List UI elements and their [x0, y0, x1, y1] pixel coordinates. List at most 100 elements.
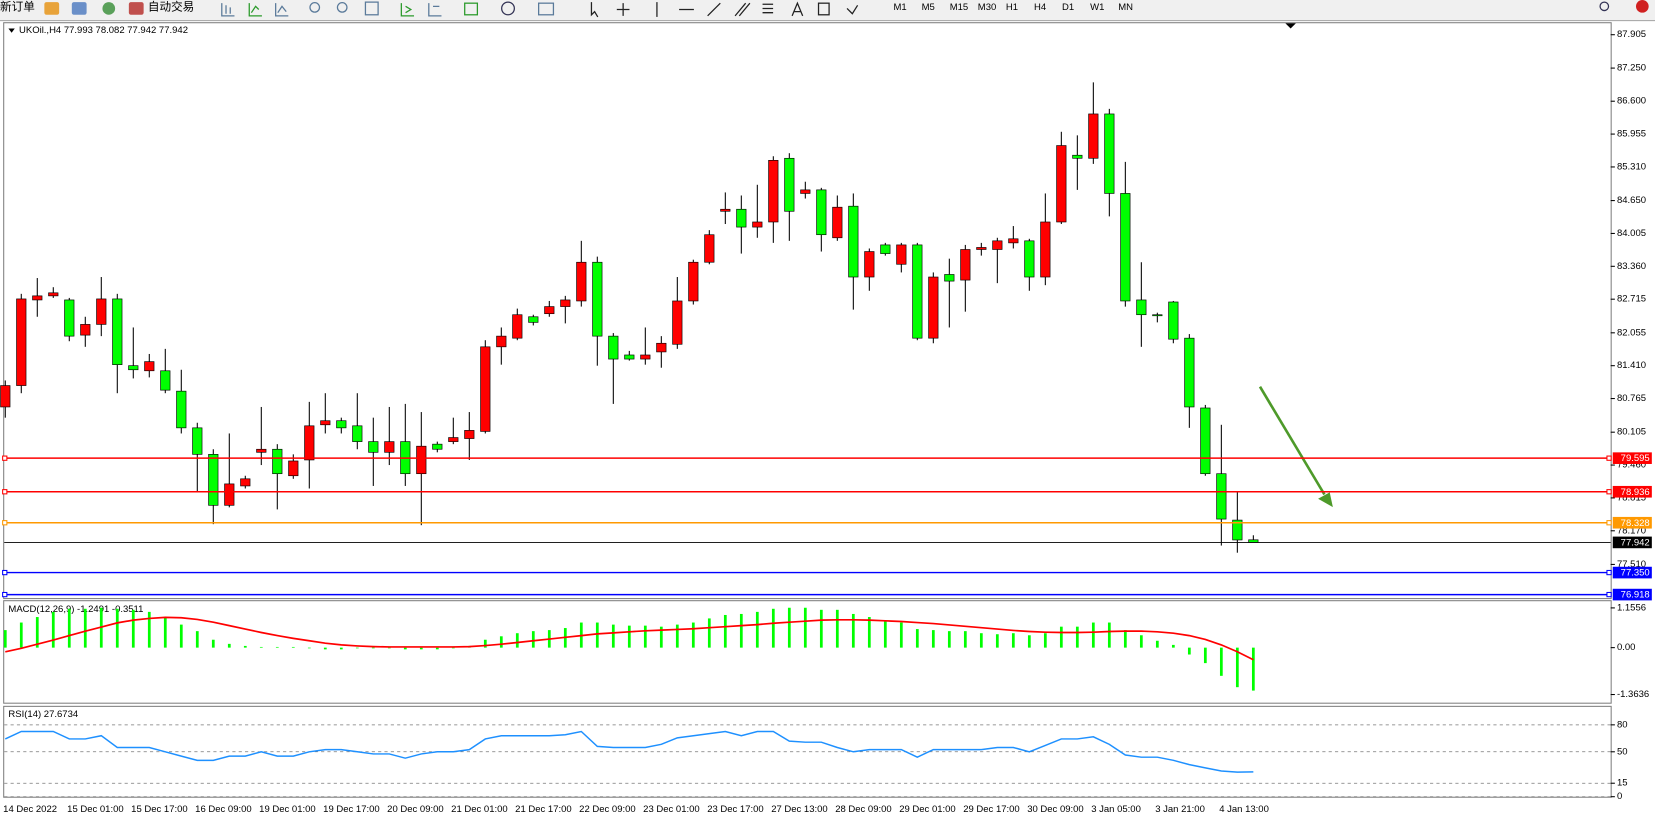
autoscroll[interactable]: [400, 3, 415, 17]
timeframe-button[interactable]: MN: [1118, 2, 1133, 13]
shift[interactable]: [428, 3, 442, 17]
arrow-head: [1318, 492, 1333, 508]
y-tick-label: 78.170: [1617, 525, 1646, 536]
candle-body: [624, 354, 635, 360]
y-tick-label: 81.410: [1617, 360, 1646, 371]
icon[interactable]: [102, 2, 116, 15]
candle-body: [1104, 113, 1115, 194]
line-icon[interactable]: [275, 3, 289, 17]
timeframe-button[interactable]: H1: [1006, 2, 1018, 13]
text-tool[interactable]: [791, 1, 804, 17]
rsi-title: RSI(14) 27.6734: [8, 709, 78, 720]
timeframe-button[interactable]: W1: [1090, 2, 1104, 13]
candle-icon[interactable]: [248, 3, 262, 17]
candle-body: [1200, 407, 1211, 475]
x-tick-label: 22 Dec 09:00: [579, 804, 636, 815]
x-tick-label: 14 Dec 2022: [3, 804, 57, 815]
y-tick-label: 87.905: [1617, 29, 1646, 40]
timeframe-button[interactable]: D1: [1062, 2, 1074, 13]
notification-badge[interactable]: [1635, 0, 1649, 13]
candle-body: [432, 443, 443, 450]
candle-body: [288, 460, 299, 477]
candle-body: [656, 342, 667, 353]
level-label-box: [1612, 536, 1652, 549]
macd-panel: [3, 600, 1612, 704]
timeframe-button[interactable]: M1: [894, 2, 907, 13]
y-tick-label: 82.055: [1617, 327, 1646, 338]
candle-body: [784, 157, 795, 212]
tile[interactable]: [364, 1, 379, 16]
y-tick-label: 15: [1617, 778, 1628, 789]
auto-trading-button[interactable]: 自动交易: [148, 0, 194, 13]
candle-body: [992, 240, 1003, 250]
label-tool[interactable]: [817, 2, 830, 16]
candle-body: [112, 298, 123, 365]
y-tick-label: 84.650: [1617, 195, 1646, 206]
x-tick-label: 19 Dec 01:00: [259, 804, 316, 815]
candle-body: [752, 221, 763, 228]
crosshair[interactable]: [616, 3, 630, 16]
timeframe-button[interactable]: M30: [978, 2, 996, 13]
channel[interactable]: [734, 2, 751, 17]
y-tick-label: 0: [1617, 791, 1622, 802]
x-tick-label: 3 Jan 21:00: [1155, 804, 1205, 815]
auto-trading-icon[interactable]: [128, 2, 144, 15]
y-tick-label: 78.815: [1617, 492, 1646, 503]
cursor[interactable]: [590, 2, 599, 18]
arrow-shaft: [1258, 386, 1326, 496]
candle-body: [768, 160, 779, 223]
chart-tools: [221, 1, 1610, 18]
level-label-box: [1612, 485, 1652, 498]
candle-body: [0, 385, 11, 408]
trendline[interactable]: [707, 2, 721, 17]
icon[interactable]: [71, 2, 87, 15]
candle-body: [1072, 154, 1083, 159]
templates[interactable]: [538, 2, 555, 16]
arrows-tool[interactable]: [846, 4, 859, 15]
candle-body: [672, 300, 683, 345]
level-handle: [2, 591, 8, 598]
candle-body: [384, 441, 395, 453]
candle-body: [96, 298, 107, 325]
icon[interactable]: [44, 2, 60, 15]
candle-body: [864, 251, 875, 278]
annotation-arrow: [1258, 386, 1333, 508]
level-label-box: [1612, 452, 1652, 464]
new-order-button[interactable]: 新订单: [0, 0, 35, 13]
candle-body: [448, 437, 459, 442]
level-label-box: [1612, 588, 1652, 601]
y-tick-label: 80: [1617, 719, 1628, 730]
fibo[interactable]: [762, 3, 774, 14]
y-tick-label: 86.600: [1617, 96, 1646, 107]
level-label: 77.942: [1621, 537, 1650, 548]
candle-body: [1088, 113, 1099, 159]
candle-body: [976, 247, 987, 250]
level-handle: [1606, 569, 1612, 576]
indicators[interactable]: [464, 2, 479, 16]
x-tick-label: 28 Dec 09:00: [835, 804, 892, 815]
shift-marker: [1285, 23, 1296, 29]
y-tick-label: 87.250: [1617, 63, 1646, 74]
candle-body: [912, 244, 923, 339]
periods[interactable]: [501, 1, 515, 16]
x-tick-label: 21 Dec 01:00: [451, 804, 508, 815]
candle-body: [272, 448, 283, 475]
x-tick-label: 19 Dec 17:00: [323, 804, 380, 815]
y-tick-label: 84.005: [1617, 228, 1646, 239]
search[interactable]: [1599, 1, 1610, 12]
zoom-in[interactable]: [309, 2, 321, 13]
timeframe-button[interactable]: M5: [922, 2, 935, 13]
candle-body: [512, 314, 523, 339]
zoom-out[interactable]: [336, 2, 348, 13]
level-handle: [1606, 520, 1612, 526]
timeframe-button[interactable]: H4: [1034, 2, 1046, 13]
rsi-panel: [3, 705, 1612, 798]
candle-body: [576, 261, 587, 302]
candle-body: [256, 448, 267, 453]
toolbar: [0, 0, 1655, 21]
chart-menu-marker: [8, 28, 15, 33]
bar-chart-icon[interactable]: [221, 3, 235, 17]
candle-body: [528, 316, 539, 323]
panels: [3, 22, 1612, 798]
timeframe-button[interactable]: M15: [950, 2, 968, 13]
